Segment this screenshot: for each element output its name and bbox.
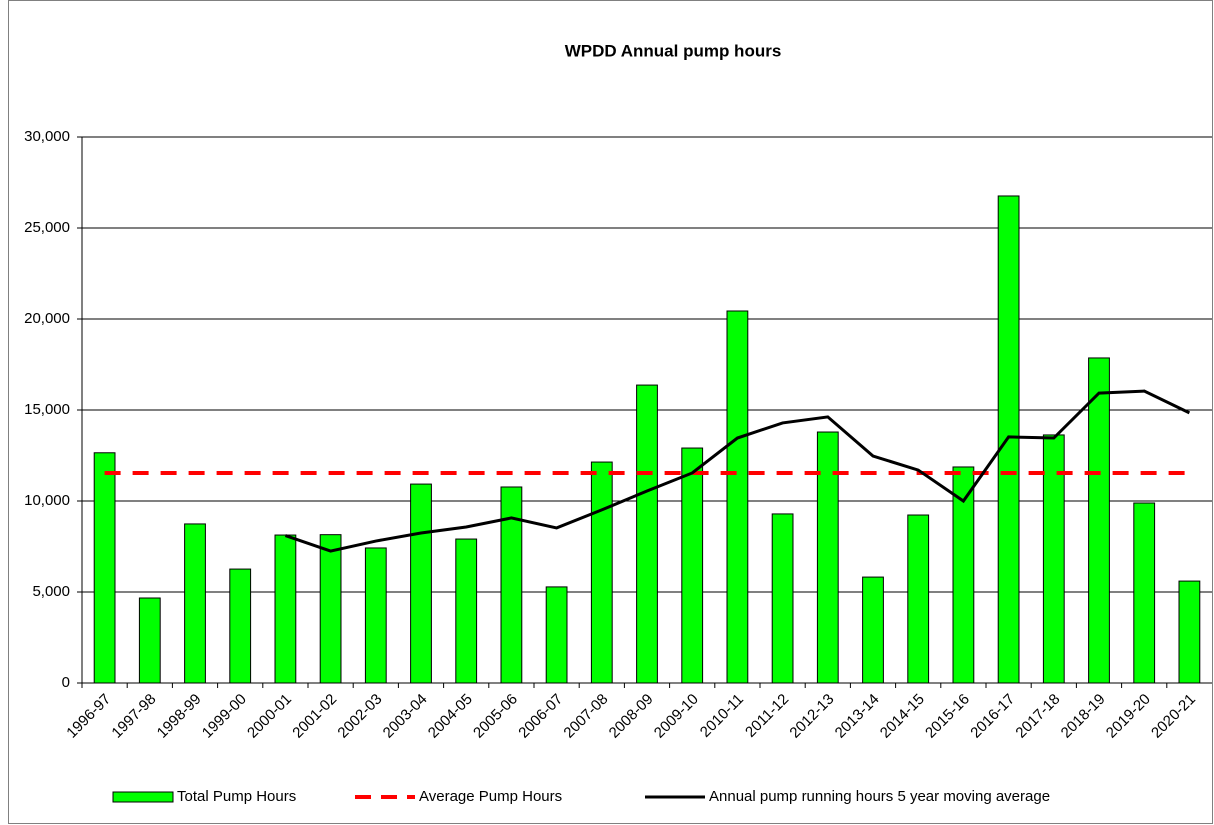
bar — [1088, 357, 1110, 684]
moving-average-line — [284, 389, 1191, 553]
bar — [410, 483, 432, 684]
bar — [907, 514, 930, 684]
y-tick-label: 20,000 — [24, 310, 70, 327]
bar — [1042, 434, 1065, 684]
bar — [229, 568, 252, 684]
bar — [500, 486, 523, 684]
legend-label: Annual pump running hours 5 year moving … — [709, 788, 1050, 805]
bar — [1133, 502, 1156, 684]
y-tick-label: 5,000 — [32, 583, 70, 600]
legend-swatch — [112, 791, 174, 803]
bar — [636, 384, 658, 684]
legend-label: Total Pump Hours — [177, 788, 296, 805]
bar — [590, 461, 613, 684]
bar — [771, 513, 794, 684]
legend-label: Average Pump Hours — [419, 788, 562, 805]
bar — [681, 447, 704, 684]
bar — [364, 547, 387, 684]
bar — [862, 576, 884, 684]
bar — [455, 538, 478, 684]
y-tick-label: 0 — [62, 674, 70, 691]
bar — [952, 466, 975, 684]
chart-title: WPDD Annual pump hours — [565, 41, 782, 60]
bar — [545, 586, 568, 684]
bar — [726, 310, 749, 684]
y-tick-label: 10,000 — [24, 492, 70, 509]
bar — [319, 534, 342, 684]
bar — [184, 523, 206, 684]
bar — [274, 534, 297, 684]
y-tick-label: 25,000 — [24, 219, 70, 236]
y-tick-label: 30,000 — [24, 128, 70, 145]
bar — [816, 431, 839, 684]
bar — [1178, 580, 1201, 684]
bar — [138, 597, 161, 684]
y-tick-label: 15,000 — [24, 401, 70, 418]
bar — [93, 452, 116, 684]
